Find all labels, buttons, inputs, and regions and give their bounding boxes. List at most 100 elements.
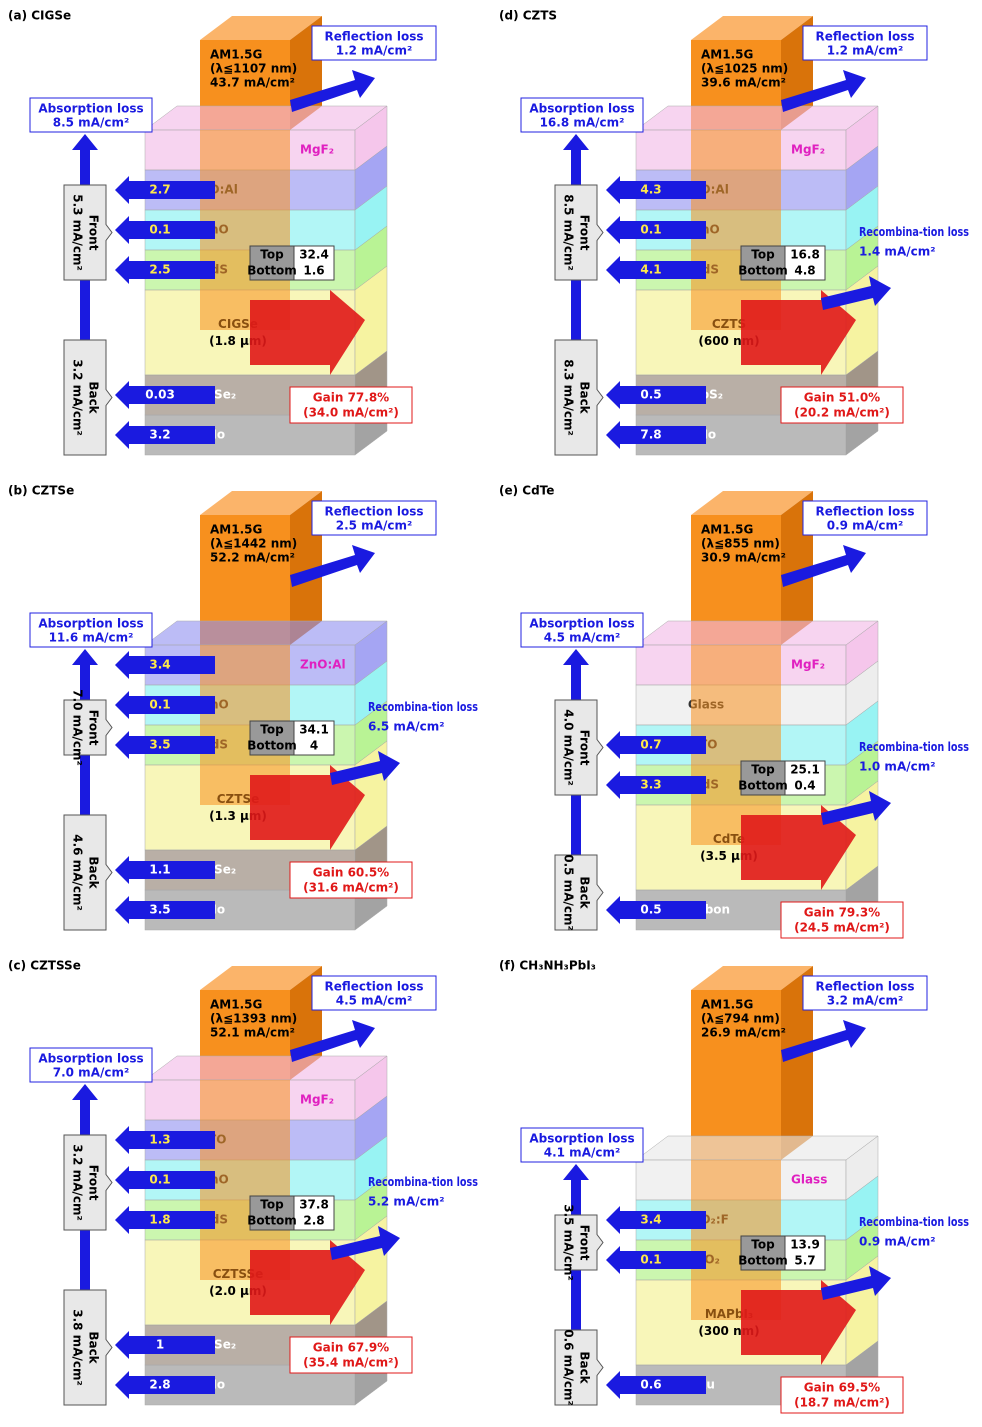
panel: (e) CdTeMgF₂GlassITOCdSCdTe(3.5 μm)Carbo… (499, 484, 969, 939)
absorption-value: 8.5 mA/cm² (53, 116, 129, 130)
panel-title: (c) CZTSSe (8, 959, 81, 973)
layer-top (636, 1136, 878, 1160)
front-label: Front (578, 215, 592, 251)
recombination-value: 0.9 mA/cm² (859, 1235, 935, 1249)
split-top: 25.1 (790, 763, 820, 777)
back-value: 0.6 mA/cm² (562, 1329, 576, 1405)
split-top: 37.8 (299, 1198, 329, 1212)
split-top-label: Top (751, 763, 775, 777)
loss-value: 0.1 (149, 223, 170, 237)
absorption-head (72, 649, 98, 665)
gain-value: (24.5 mA/cm²) (794, 921, 890, 935)
loss-value: 0.5 (640, 388, 661, 402)
absorption-value: 11.6 mA/cm² (49, 631, 134, 645)
reflection-value: 3.2 mA/cm² (827, 994, 903, 1008)
panel-title: (e) CdTe (499, 484, 554, 498)
absorption-head (563, 1164, 589, 1180)
recombination-label: Recombina-tion loss (368, 1175, 478, 1189)
front-label: Front (578, 1225, 592, 1261)
absorption-head (72, 1084, 98, 1100)
loss-value: 0.1 (640, 223, 661, 237)
layer-top (145, 1056, 387, 1080)
split-bottom: 2.8 (303, 1214, 324, 1228)
gain-label: Gain 60.5% (313, 866, 389, 880)
reflection-value: 0.9 mA/cm² (827, 519, 903, 533)
reflection-value: 2.5 mA/cm² (336, 519, 412, 533)
source-name: AM1.5G (210, 48, 262, 62)
reflection-value: 1.2 mA/cm² (336, 44, 412, 58)
split-bottom-label: Bottom (247, 264, 297, 278)
split-top-label: Top (751, 1238, 775, 1252)
loss-value: 2.5 (149, 263, 170, 277)
source-current: 52.2 mA/cm² (210, 551, 295, 565)
source-name: AM1.5G (701, 998, 753, 1012)
source-range: (λ≦855 nm) (701, 537, 780, 551)
layer-name: Glass (791, 1173, 827, 1187)
back-label: Back (578, 876, 592, 909)
panel-title: (d) CZTS (499, 9, 557, 23)
absorption-label: Absorption loss (529, 617, 634, 631)
panel-title: (b) CZTSe (8, 484, 74, 498)
reflection-label: Reflection loss (816, 30, 915, 44)
gain-label: Gain 77.8% (313, 391, 389, 405)
absorption-head (72, 134, 98, 150)
reflection-value: 4.5 mA/cm² (336, 994, 412, 1008)
layer-top (145, 621, 387, 645)
layer-top (636, 621, 878, 645)
split-bottom-label: Bottom (738, 779, 788, 793)
loss-value: 0.6 (640, 1378, 661, 1392)
panel: (c) CZTSSeMgF₂ITOZnOCdSCZTSSe(2.0 μm)MoS… (8, 959, 478, 1406)
absorption-label: Absorption loss (529, 1132, 634, 1146)
loss-value: 1 (156, 1338, 164, 1352)
split-bottom: 4 (310, 739, 318, 753)
layer-name: MgF₂ (300, 1093, 334, 1107)
front-value: 5.3 mA/cm² (71, 194, 85, 270)
loss-value: 3.5 (149, 738, 170, 752)
gain-label: Gain 79.3% (804, 906, 880, 920)
back-label: Back (578, 1351, 592, 1384)
source-range: (λ≦1442 nm) (210, 537, 297, 551)
absorption-value: 7.0 mA/cm² (53, 1066, 129, 1080)
split-bottom-label: Bottom (247, 739, 297, 753)
back-value: 4.6 mA/cm² (71, 834, 85, 910)
gain-value: (34.0 mA/cm²) (303, 406, 399, 420)
source-name: AM1.5G (701, 48, 753, 62)
loss-value: 4.1 (640, 263, 661, 277)
panel-title: (f) CH₃NH₃PbI₃ (499, 959, 596, 973)
gain-value: (31.6 mA/cm²) (303, 881, 399, 895)
front-label: Front (578, 730, 592, 766)
source-name: AM1.5G (210, 523, 262, 537)
recombination-label: Recombina-tion loss (368, 700, 478, 714)
recombination-value: 6.5 mA/cm² (368, 720, 444, 734)
recombination-value: 1.0 mA/cm² (859, 760, 935, 774)
front-label: Front (87, 1165, 101, 1201)
absorption-head (563, 649, 589, 665)
source-current: 43.7 mA/cm² (210, 76, 295, 90)
gain-value: (18.7 mA/cm²) (794, 1396, 890, 1410)
panel: (d) CZTSMgF₂ZnO:AlZnOCdSCZTS(600 nm)MoS₂… (499, 9, 969, 456)
front-label: Front (87, 215, 101, 251)
split-bottom-label: Bottom (738, 264, 788, 278)
source-range: (λ≦1107 nm) (210, 62, 297, 76)
layer-name: MgF₂ (300, 143, 334, 157)
loss-value: 0.5 (640, 903, 661, 917)
layer-name: ZnO:Al (300, 658, 346, 672)
layer-top (145, 106, 387, 130)
split-top-label: Top (751, 248, 775, 262)
loss-value: 1.3 (149, 1133, 170, 1147)
gain-label: Gain 51.0% (804, 391, 880, 405)
back-label: Back (578, 381, 592, 414)
absorption-value: 4.1 mA/cm² (544, 1146, 620, 1160)
absorption-label: Absorption loss (38, 1052, 143, 1066)
front-value: 3.2 mA/cm² (71, 1144, 85, 1220)
loss-value: 1.1 (149, 863, 170, 877)
recombination-label-text: Recombina-tion loss (368, 1175, 478, 1189)
reflection-label: Reflection loss (816, 505, 915, 519)
recombination-label: Recombina-tion loss (859, 740, 969, 754)
split-top-label: Top (260, 723, 284, 737)
loss-value: 2.7 (149, 183, 170, 197)
recombination-label-text: Recombina-tion loss (859, 740, 969, 754)
front-value: 7.0 mA/cm² (71, 689, 85, 765)
source-name: AM1.5G (701, 523, 753, 537)
